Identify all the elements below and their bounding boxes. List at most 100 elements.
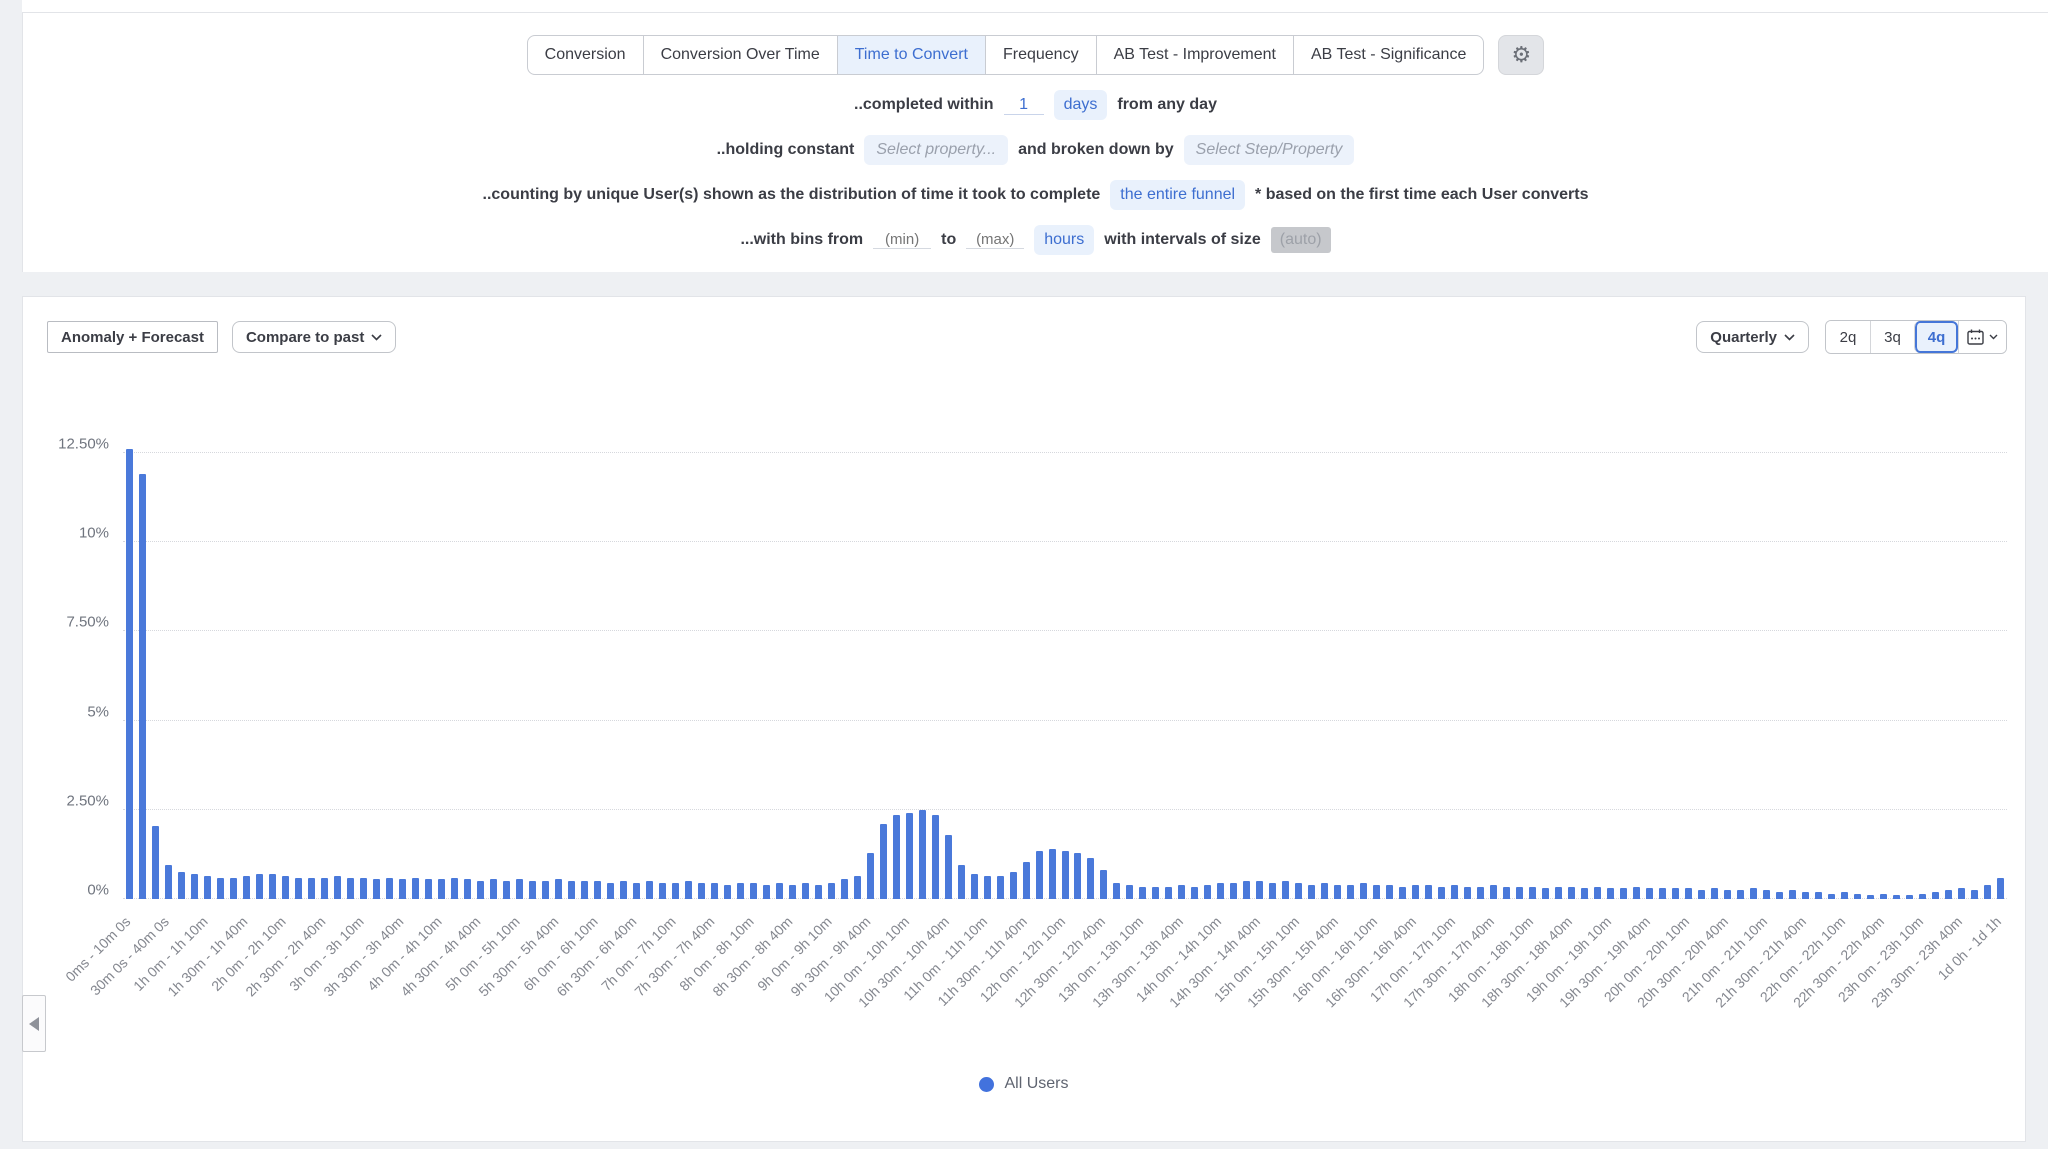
histogram-bar[interactable] xyxy=(1880,894,1887,899)
bin-min-input[interactable] xyxy=(873,231,931,249)
histogram-bar[interactable] xyxy=(1360,883,1367,899)
histogram-bar[interactable] xyxy=(1113,883,1120,899)
histogram-bar[interactable] xyxy=(217,878,224,899)
histogram-bar[interactable] xyxy=(594,881,601,899)
histogram-bar[interactable] xyxy=(1412,885,1419,899)
histogram-bar[interactable] xyxy=(763,885,770,899)
histogram-bar[interactable] xyxy=(1802,892,1809,899)
conversion-window-input[interactable] xyxy=(1004,96,1044,115)
histogram-bar[interactable] xyxy=(1062,851,1069,899)
histogram-bar[interactable] xyxy=(1269,883,1276,899)
histogram-bar[interactable] xyxy=(1490,885,1497,899)
histogram-bar[interactable] xyxy=(711,883,718,899)
histogram-bar[interactable] xyxy=(451,878,458,899)
histogram-bar[interactable] xyxy=(412,878,419,899)
tab-time-to-convert[interactable]: Time to Convert xyxy=(837,35,986,75)
histogram-bar[interactable] xyxy=(269,874,276,899)
histogram-bar[interactable] xyxy=(1711,888,1718,899)
histogram-bar[interactable] xyxy=(620,881,627,899)
histogram-bar[interactable] xyxy=(1334,885,1341,899)
histogram-bar[interactable] xyxy=(399,879,406,899)
histogram-bar[interactable] xyxy=(1672,888,1679,899)
histogram-bar[interactable] xyxy=(503,881,510,899)
histogram-bar[interactable] xyxy=(555,879,562,899)
histogram-bar[interactable] xyxy=(321,878,328,899)
histogram-bar[interactable] xyxy=(1919,894,1926,899)
histogram-bar[interactable] xyxy=(1555,887,1562,899)
histogram-bar[interactable] xyxy=(1451,885,1458,899)
histogram-bar[interactable] xyxy=(633,883,640,899)
histogram-bar[interactable] xyxy=(1295,883,1302,899)
funnel-scope-dropdown[interactable]: the entire funnel xyxy=(1110,180,1245,210)
histogram-bar[interactable] xyxy=(126,449,133,899)
histogram-bar[interactable] xyxy=(1074,853,1081,899)
holding-constant-property-select[interactable]: Select property... xyxy=(864,135,1008,165)
histogram-bar[interactable] xyxy=(1321,883,1328,899)
histogram-bar[interactable] xyxy=(1425,885,1432,899)
histogram-bar[interactable] xyxy=(685,881,692,899)
histogram-bar[interactable] xyxy=(334,876,341,899)
histogram-bar[interactable] xyxy=(880,824,887,899)
histogram-bar[interactable] xyxy=(295,878,302,899)
histogram-bar[interactable] xyxy=(841,879,848,899)
histogram-bar[interactable] xyxy=(542,881,549,899)
histogram-bar[interactable] xyxy=(1906,895,1913,899)
histogram-bar[interactable] xyxy=(607,883,614,899)
histogram-bar[interactable] xyxy=(1932,892,1939,899)
histogram-bar[interactable] xyxy=(230,878,237,899)
histogram-bar[interactable] xyxy=(568,881,575,899)
histogram-bar[interactable] xyxy=(1581,888,1588,899)
histogram-bar[interactable] xyxy=(1958,888,1965,899)
histogram-bar[interactable] xyxy=(1828,894,1835,899)
histogram-bar[interactable] xyxy=(360,878,367,899)
histogram-bar[interactable] xyxy=(1464,887,1471,899)
bin-max-input[interactable] xyxy=(966,231,1024,249)
histogram-bar[interactable] xyxy=(997,876,1004,899)
histogram-bar[interactable] xyxy=(893,815,900,899)
histogram-bar[interactable] xyxy=(1763,890,1770,899)
histogram-bar[interactable] xyxy=(256,874,263,899)
histogram-bar[interactable] xyxy=(1685,888,1692,899)
range-button-2q[interactable]: 2q xyxy=(1826,321,1870,353)
histogram-bar[interactable] xyxy=(243,876,250,899)
histogram-bar[interactable] xyxy=(1139,887,1146,899)
histogram-bar[interactable] xyxy=(1386,885,1393,899)
histogram-bar[interactable] xyxy=(1126,885,1133,899)
histogram-bar[interactable] xyxy=(1815,892,1822,899)
histogram-bar[interactable] xyxy=(698,883,705,899)
histogram-bar[interactable] xyxy=(919,810,926,899)
histogram-bar[interactable] xyxy=(1178,885,1185,899)
histogram-bar[interactable] xyxy=(1594,887,1601,899)
histogram-bar[interactable] xyxy=(1438,887,1445,899)
range-button-3q[interactable]: 3q xyxy=(1870,321,1914,353)
histogram-bar[interactable] xyxy=(464,879,471,899)
histogram-bar[interactable] xyxy=(1036,851,1043,899)
histogram-bar[interactable] xyxy=(1997,878,2004,899)
histogram-bar[interactable] xyxy=(958,865,965,899)
histogram-bar[interactable] xyxy=(1945,890,1952,899)
chart-legend[interactable]: All Users xyxy=(23,1075,2025,1093)
histogram-bar[interactable] xyxy=(204,876,211,899)
histogram-bar[interactable] xyxy=(1516,887,1523,899)
histogram-bar[interactable] xyxy=(373,879,380,899)
histogram-bar[interactable] xyxy=(932,815,939,899)
anomaly-forecast-button[interactable]: Anomaly + Forecast xyxy=(47,321,218,353)
tab-frequency[interactable]: Frequency xyxy=(985,35,1097,75)
histogram-bar[interactable] xyxy=(1477,887,1484,899)
histogram-bar[interactable] xyxy=(1308,885,1315,899)
histogram-bar[interactable] xyxy=(828,883,835,899)
histogram-bar[interactable] xyxy=(750,883,757,899)
histogram-bar[interactable] xyxy=(1646,888,1653,899)
histogram-bar[interactable] xyxy=(191,874,198,899)
histogram-bar[interactable] xyxy=(971,874,978,899)
histogram-bar[interactable] xyxy=(1841,892,1848,899)
histogram-bar[interactable] xyxy=(1165,887,1172,899)
histogram-bar[interactable] xyxy=(1399,887,1406,899)
histogram-bar[interactable] xyxy=(139,474,146,899)
histogram-bar[interactable] xyxy=(1347,885,1354,899)
histogram-bar[interactable] xyxy=(815,885,822,899)
histogram-bar[interactable] xyxy=(1282,881,1289,899)
histogram-bar[interactable] xyxy=(1607,888,1614,899)
settings-button[interactable]: ⚙ xyxy=(1498,35,1544,75)
histogram-bar[interactable] xyxy=(1256,881,1263,899)
